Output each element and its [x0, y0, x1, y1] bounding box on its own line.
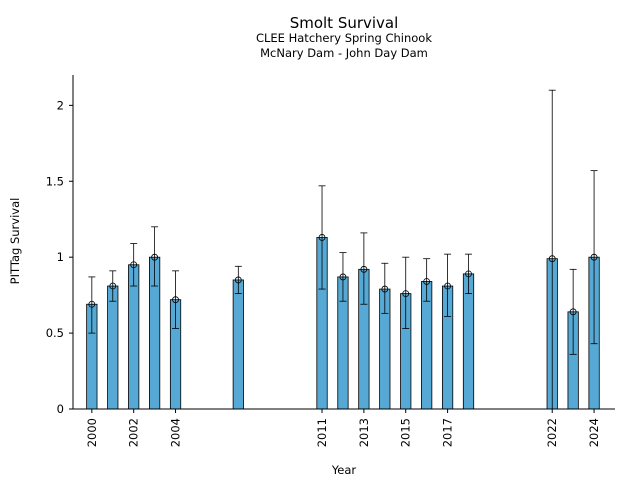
y-tick-label: 1 — [57, 250, 64, 264]
x-tick-label: 2024 — [587, 418, 601, 447]
y-tick-label: 1.5 — [46, 174, 64, 188]
point-marker-2004 — [172, 296, 179, 304]
point-marker-2013 — [360, 265, 368, 273]
point-marker-2001 — [109, 282, 117, 290]
x-tick-label: 2015 — [399, 418, 413, 447]
x-tick-label: 2011 — [315, 418, 329, 447]
axes: 0 0.5 1 1.5 2 2000 2002 2004 2011 2013 2015 2017 202… — [46, 75, 615, 447]
x-tick-label: 2017 — [441, 418, 455, 447]
x-tick-label: 2002 — [127, 418, 141, 447]
bar-2018 — [462, 273, 475, 410]
y-axis-label: PITTag Survival — [8, 198, 22, 285]
bar-series — [86, 89, 600, 410]
chart-subtitle-line-1: CLEE Hatchery Spring Chinook — [256, 31, 432, 45]
x-tick-label: 2000 — [85, 418, 99, 447]
x-tick-label: 2004 — [169, 418, 183, 447]
x-axis-label: Year — [331, 463, 357, 477]
point-marker-2016 — [423, 278, 431, 285]
bar-2001 — [107, 285, 119, 410]
chart-subtitle-line-2: McNary Dam - John Day Dam — [260, 46, 428, 60]
point-marker-2015 — [402, 290, 410, 298]
x-tick-label: 2013 — [357, 418, 371, 447]
point-marker-2011 — [318, 234, 326, 241]
x-tick-label: 2022 — [545, 418, 559, 447]
y-tick-label: 0 — [57, 402, 64, 416]
point-marker-2024 — [590, 253, 598, 261]
point-marker-2000 — [88, 300, 96, 308]
y-tick-label: 2 — [57, 98, 64, 112]
y-tick-label: 0.5 — [46, 326, 64, 340]
point-marker-2022 — [548, 255, 556, 263]
point-marker-2003 — [151, 253, 159, 261]
point-marker-2018 — [465, 270, 472, 278]
chart-title: Smolt Survival — [290, 14, 399, 32]
bar-2007 — [232, 279, 244, 410]
point-marker-2023 — [569, 308, 577, 316]
point-marker-2017 — [444, 282, 451, 290]
point-marker-2014 — [381, 285, 389, 293]
point-marker-2007 — [234, 276, 242, 284]
point-marker-2002 — [130, 261, 138, 269]
point-marker-2012 — [339, 273, 347, 281]
